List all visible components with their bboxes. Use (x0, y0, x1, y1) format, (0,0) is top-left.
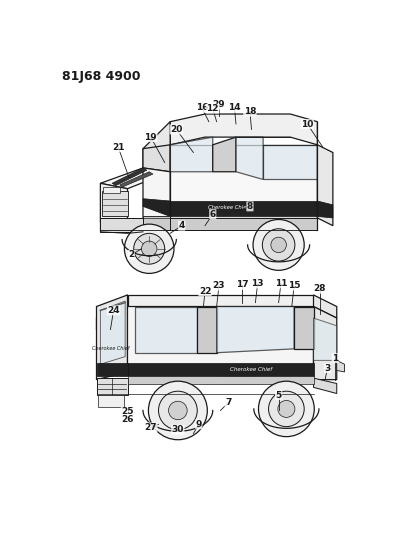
Polygon shape (217, 306, 294, 353)
Circle shape (148, 381, 207, 440)
Polygon shape (317, 145, 333, 225)
Polygon shape (170, 218, 317, 230)
Polygon shape (100, 183, 128, 222)
Text: 30: 30 (172, 425, 184, 434)
Polygon shape (98, 395, 124, 407)
Polygon shape (100, 168, 170, 189)
Text: 19: 19 (144, 133, 157, 142)
Circle shape (142, 241, 157, 256)
Polygon shape (128, 363, 314, 376)
Text: 9: 9 (196, 420, 202, 429)
Polygon shape (96, 295, 128, 329)
Text: 14: 14 (228, 103, 241, 112)
Text: 20: 20 (170, 125, 182, 134)
Polygon shape (170, 145, 317, 218)
Text: 22: 22 (199, 287, 211, 296)
Polygon shape (143, 199, 170, 216)
Text: 11: 11 (275, 279, 287, 288)
Circle shape (258, 381, 314, 437)
Polygon shape (337, 360, 344, 372)
Polygon shape (170, 114, 317, 145)
Polygon shape (102, 191, 128, 216)
Text: 27: 27 (144, 423, 157, 432)
Polygon shape (103, 187, 120, 193)
Polygon shape (135, 306, 197, 353)
Polygon shape (96, 378, 128, 395)
Text: 28: 28 (314, 284, 326, 293)
Text: 26: 26 (121, 415, 134, 424)
Text: 25: 25 (121, 408, 134, 416)
Text: 17: 17 (236, 280, 248, 289)
Polygon shape (143, 145, 170, 172)
Text: 23: 23 (213, 281, 225, 290)
Polygon shape (314, 306, 337, 379)
Polygon shape (197, 306, 217, 353)
Text: 4: 4 (178, 221, 185, 230)
Text: 6: 6 (210, 209, 216, 219)
Text: 18: 18 (244, 107, 256, 116)
Polygon shape (143, 216, 170, 230)
Circle shape (278, 400, 295, 417)
Polygon shape (263, 145, 317, 180)
Circle shape (134, 233, 165, 264)
Text: 16: 16 (196, 103, 208, 112)
Circle shape (253, 220, 304, 270)
Polygon shape (112, 168, 147, 185)
Text: 5: 5 (276, 391, 282, 400)
Text: 10: 10 (301, 119, 314, 128)
Text: 7: 7 (225, 398, 232, 407)
Circle shape (262, 229, 295, 261)
Polygon shape (213, 137, 236, 172)
Polygon shape (100, 218, 143, 232)
Polygon shape (128, 295, 314, 306)
Polygon shape (96, 295, 128, 379)
Polygon shape (128, 376, 314, 384)
Text: Cherokee Chief: Cherokee Chief (230, 367, 272, 372)
Text: 29: 29 (213, 100, 225, 109)
Circle shape (271, 237, 286, 253)
Text: 21: 21 (112, 143, 124, 151)
Polygon shape (314, 318, 337, 360)
Polygon shape (143, 122, 170, 168)
Polygon shape (96, 363, 128, 376)
Polygon shape (236, 137, 263, 180)
Polygon shape (120, 172, 153, 187)
Text: Cherokee Chief: Cherokee Chief (208, 205, 248, 211)
Text: 1: 1 (332, 353, 338, 362)
Circle shape (168, 401, 187, 419)
Text: Cherokee Chief: Cherokee Chief (92, 346, 129, 351)
Polygon shape (143, 168, 170, 225)
Text: 13: 13 (252, 279, 264, 288)
Text: 8: 8 (247, 202, 253, 211)
Polygon shape (128, 306, 314, 379)
Circle shape (124, 224, 174, 273)
Text: 3: 3 (324, 364, 330, 373)
Polygon shape (294, 306, 314, 349)
Polygon shape (314, 378, 337, 393)
Polygon shape (317, 201, 333, 218)
Circle shape (268, 391, 304, 426)
Polygon shape (170, 201, 317, 216)
Polygon shape (170, 137, 213, 172)
Polygon shape (100, 301, 125, 364)
Polygon shape (314, 295, 337, 318)
Text: 2: 2 (128, 251, 134, 260)
Text: 81J68 4900: 81J68 4900 (62, 70, 140, 83)
Text: 12: 12 (206, 104, 219, 113)
Circle shape (158, 391, 197, 430)
Text: 24: 24 (107, 306, 120, 315)
Text: 15: 15 (288, 281, 300, 290)
